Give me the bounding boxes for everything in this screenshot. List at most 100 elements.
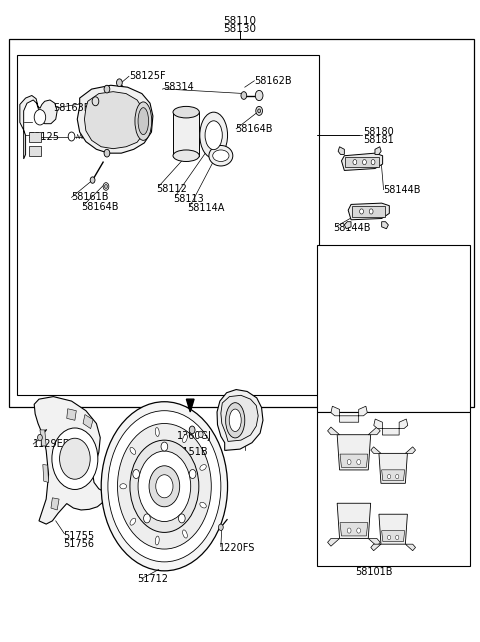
- Polygon shape: [379, 453, 408, 483]
- Ellipse shape: [155, 536, 159, 545]
- Text: 58151B: 58151B: [170, 447, 208, 457]
- Bar: [317, 412, 470, 566]
- Text: 1360GJ: 1360GJ: [177, 431, 212, 441]
- Polygon shape: [379, 514, 408, 544]
- Circle shape: [360, 209, 363, 214]
- Text: 58161B: 58161B: [72, 193, 109, 202]
- Polygon shape: [43, 465, 48, 482]
- Polygon shape: [327, 427, 339, 435]
- Ellipse shape: [226, 403, 245, 438]
- Bar: [17, 55, 319, 395]
- Ellipse shape: [213, 150, 229, 162]
- Ellipse shape: [138, 108, 149, 135]
- Circle shape: [133, 469, 140, 478]
- Text: 1129ED: 1129ED: [33, 439, 72, 449]
- Ellipse shape: [205, 121, 222, 150]
- Polygon shape: [34, 397, 106, 524]
- Circle shape: [144, 514, 150, 523]
- Ellipse shape: [200, 502, 206, 508]
- Circle shape: [189, 426, 195, 434]
- Polygon shape: [186, 399, 194, 412]
- Circle shape: [387, 474, 391, 479]
- Polygon shape: [221, 395, 258, 442]
- Bar: [352, 206, 385, 216]
- Circle shape: [34, 110, 46, 125]
- Ellipse shape: [130, 447, 136, 455]
- Ellipse shape: [120, 483, 127, 489]
- Circle shape: [258, 109, 261, 113]
- Text: 58162B: 58162B: [254, 76, 292, 86]
- Text: 58112: 58112: [156, 184, 187, 194]
- Circle shape: [68, 132, 75, 141]
- Circle shape: [371, 160, 375, 165]
- Polygon shape: [382, 221, 388, 229]
- Text: 58144B: 58144B: [384, 185, 421, 195]
- Circle shape: [241, 92, 247, 100]
- Circle shape: [104, 85, 110, 93]
- Ellipse shape: [209, 146, 233, 166]
- Polygon shape: [344, 221, 351, 229]
- Text: 58164B: 58164B: [81, 202, 119, 212]
- Circle shape: [353, 160, 357, 165]
- Circle shape: [396, 535, 399, 540]
- Ellipse shape: [200, 112, 228, 159]
- Circle shape: [108, 411, 221, 562]
- Ellipse shape: [182, 530, 187, 538]
- Bar: [317, 245, 470, 412]
- Polygon shape: [406, 544, 416, 551]
- Polygon shape: [83, 415, 93, 429]
- Polygon shape: [371, 447, 381, 453]
- Text: 58125: 58125: [28, 132, 60, 141]
- Text: 58164B: 58164B: [235, 124, 273, 134]
- Polygon shape: [368, 427, 380, 435]
- Polygon shape: [217, 390, 263, 451]
- Polygon shape: [382, 470, 405, 481]
- Circle shape: [179, 514, 185, 523]
- Text: 58113: 58113: [173, 194, 204, 204]
- Circle shape: [198, 431, 203, 438]
- Circle shape: [104, 150, 110, 157]
- Ellipse shape: [229, 409, 241, 431]
- Ellipse shape: [130, 518, 136, 525]
- Text: 58181: 58181: [363, 135, 394, 145]
- Ellipse shape: [200, 465, 206, 471]
- Circle shape: [118, 424, 211, 549]
- Polygon shape: [368, 539, 380, 546]
- Circle shape: [105, 184, 108, 188]
- Circle shape: [357, 528, 360, 533]
- Bar: [29, 146, 41, 156]
- Polygon shape: [84, 92, 145, 149]
- Polygon shape: [337, 503, 371, 539]
- Circle shape: [387, 535, 391, 540]
- Text: 51712: 51712: [138, 573, 168, 584]
- Circle shape: [90, 177, 95, 183]
- Polygon shape: [51, 498, 59, 510]
- Polygon shape: [371, 544, 381, 551]
- Polygon shape: [406, 447, 416, 453]
- Circle shape: [37, 435, 42, 441]
- Polygon shape: [77, 85, 153, 153]
- Circle shape: [149, 466, 180, 507]
- Circle shape: [103, 182, 109, 190]
- Circle shape: [256, 107, 263, 116]
- Circle shape: [189, 469, 196, 478]
- Circle shape: [218, 524, 223, 530]
- Polygon shape: [338, 147, 344, 155]
- Text: 58314: 58314: [163, 82, 194, 92]
- Text: 58101B: 58101B: [355, 567, 393, 577]
- Polygon shape: [348, 203, 389, 220]
- Text: 58180: 58180: [363, 127, 394, 137]
- Circle shape: [347, 460, 351, 465]
- Circle shape: [255, 91, 263, 101]
- Text: 1220FS: 1220FS: [219, 543, 255, 553]
- Text: 58130: 58130: [224, 24, 256, 34]
- Text: 58110: 58110: [224, 16, 256, 26]
- Ellipse shape: [135, 102, 152, 141]
- Polygon shape: [374, 419, 408, 435]
- Bar: [173, 112, 199, 156]
- Bar: [9, 39, 474, 408]
- Polygon shape: [341, 153, 383, 171]
- Polygon shape: [340, 523, 368, 536]
- Circle shape: [52, 428, 98, 489]
- Circle shape: [92, 97, 99, 106]
